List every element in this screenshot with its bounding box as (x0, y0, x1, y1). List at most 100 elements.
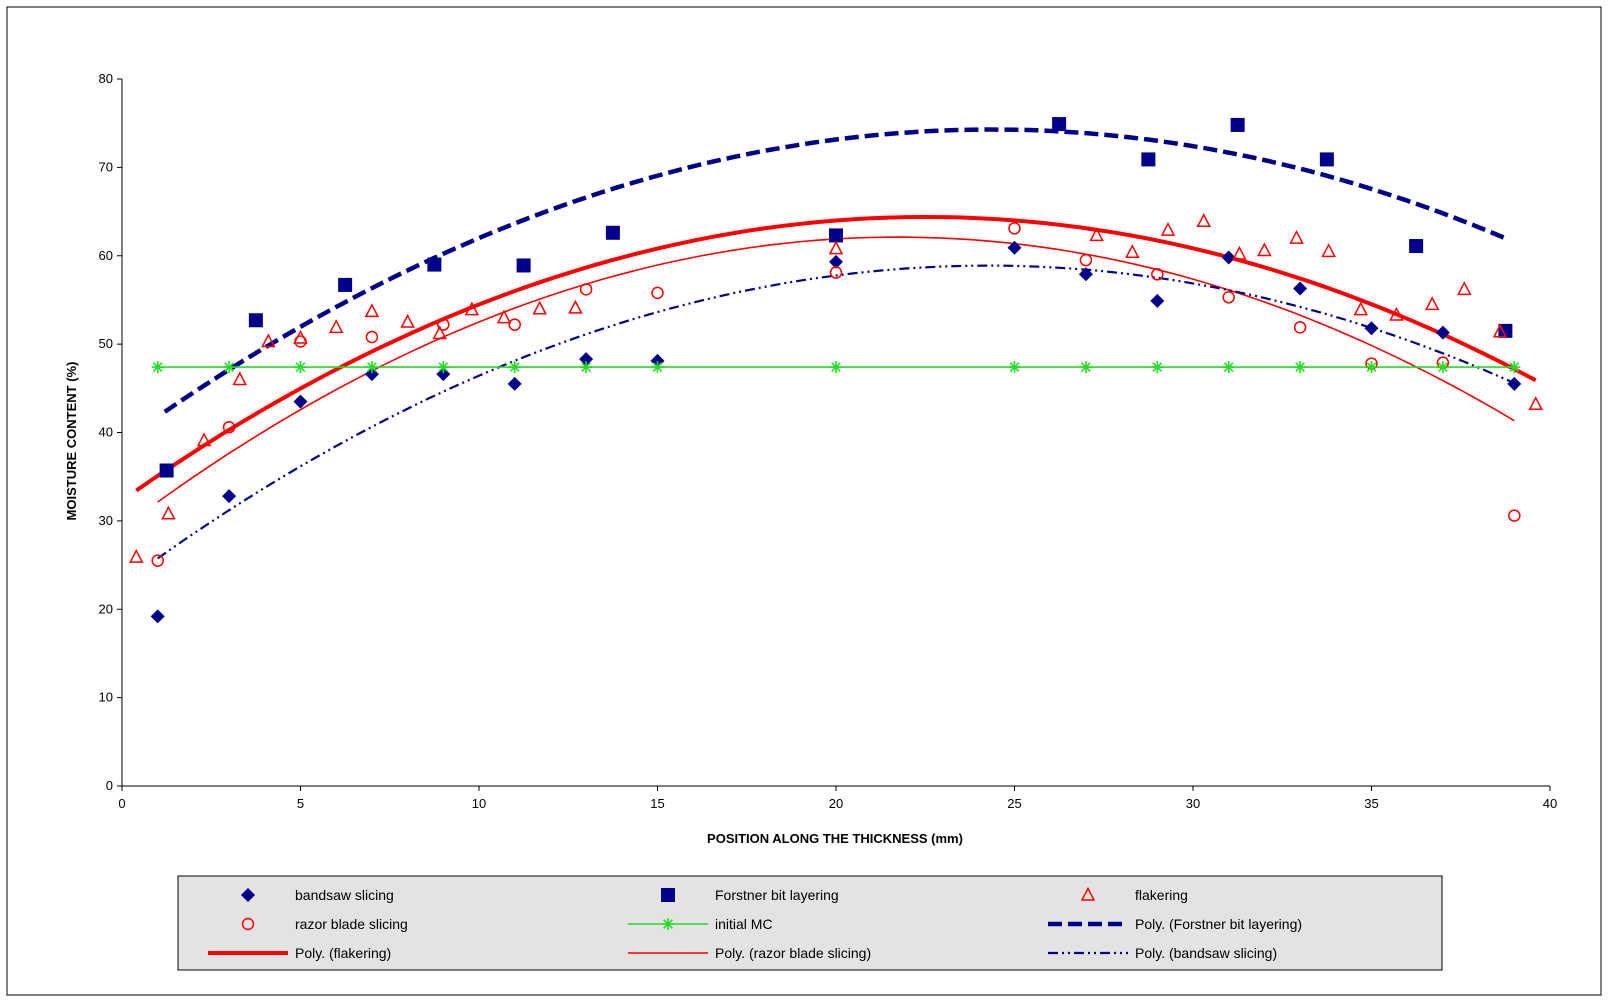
triangle-shape (364, 303, 380, 318)
y-tick-label: 0 (106, 778, 113, 793)
legend-marker (241, 888, 255, 902)
data-point (1508, 509, 1521, 522)
triangle-shape (129, 548, 144, 563)
data-point (437, 361, 450, 374)
legend-item: Poly. (flakering) (208, 945, 391, 961)
square-shape (1052, 117, 1067, 132)
x-axis-title: POSITION ALONG THE THICKNESS (mm) (707, 831, 963, 846)
y-tick-label: 70 (99, 159, 113, 174)
data-point (159, 463, 174, 478)
triangle-shape (1089, 227, 1104, 242)
data-point (580, 361, 593, 374)
triangle-shape (532, 300, 547, 315)
x-tick-label: 5 (297, 796, 304, 811)
data-point (1141, 152, 1156, 167)
data-point (223, 361, 236, 374)
asterisk-stroke (224, 362, 234, 372)
data-point (579, 283, 593, 296)
data-point (1321, 243, 1336, 258)
triangle-shape (1232, 245, 1247, 260)
data-point (1008, 222, 1021, 235)
data-point (605, 225, 620, 240)
data-point (1294, 361, 1307, 374)
data-point (829, 266, 843, 279)
data-point (1151, 361, 1164, 374)
y-tick-label: 20 (99, 601, 113, 616)
circle-shape (1222, 291, 1235, 304)
data-point (222, 489, 237, 504)
data-point (1435, 325, 1450, 340)
diamond-shape (1221, 250, 1236, 265)
square-shape (605, 225, 620, 240)
data-point (1007, 240, 1022, 255)
legend-item: Poly. (razor blade slicing) (628, 945, 871, 961)
data-point (1232, 245, 1247, 260)
asterisk-stroke (1366, 362, 1377, 372)
triangle-shape (1492, 323, 1508, 338)
square-shape (661, 888, 675, 902)
data-point (508, 361, 521, 374)
plot-background (122, 79, 1550, 786)
legend-item: flakering (1080, 886, 1188, 903)
legend-label: Poly. (razor blade slicing) (715, 945, 871, 961)
square-shape (248, 313, 263, 328)
legend-marker (661, 888, 675, 902)
circle-shape (365, 330, 379, 344)
data-point (1078, 267, 1093, 282)
asterisk-stroke (1438, 362, 1448, 372)
data-point (261, 333, 276, 348)
data-point (1079, 253, 1093, 267)
diamond-shape (1007, 240, 1022, 255)
data-point (161, 505, 176, 520)
y-tick-label: 60 (99, 248, 113, 263)
asterisk-stroke (652, 362, 663, 372)
legend-marker (1080, 886, 1096, 901)
data-point (1289, 229, 1304, 244)
triangle-shape (232, 371, 248, 386)
legend-label: Poly. (Forstner bit layering) (1135, 916, 1302, 932)
data-point (365, 361, 378, 374)
triangle-shape (1321, 243, 1336, 258)
data-point (1293, 281, 1308, 296)
circle-shape (222, 420, 236, 434)
square-shape (1141, 152, 1156, 167)
data-point (432, 325, 447, 340)
data-point (1319, 152, 1334, 167)
data-point (1389, 306, 1404, 321)
diamond-shape (241, 888, 255, 902)
circle-shape (294, 335, 307, 348)
triangle-shape (1528, 396, 1543, 410)
triangle-shape (496, 309, 512, 324)
data-point (1222, 361, 1235, 374)
data-point (1353, 301, 1369, 316)
data-point (507, 376, 522, 391)
asterisk-stroke (295, 362, 306, 372)
circle-shape (1008, 222, 1021, 235)
data-point (338, 277, 353, 292)
data-point (829, 228, 843, 243)
data-point (830, 361, 842, 374)
data-point (1196, 213, 1211, 228)
data-point (508, 318, 521, 331)
circle-shape (651, 286, 664, 300)
trendline (157, 264, 1515, 560)
legend-marker (241, 917, 255, 931)
circle-shape (1293, 321, 1307, 334)
triangle-shape (1353, 301, 1369, 316)
data-point (1508, 361, 1521, 374)
y-tick-label: 30 (99, 513, 113, 528)
circle-shape (829, 266, 843, 279)
triangle-shape (1289, 229, 1304, 244)
triangle-shape (328, 319, 344, 334)
data-point (568, 299, 583, 314)
data-point (294, 361, 307, 374)
data-point (828, 240, 844, 255)
diamond-shape (1507, 376, 1522, 391)
y-tick-label: 50 (99, 336, 113, 351)
triangle-shape (196, 432, 212, 447)
x-tick-label: 15 (650, 796, 664, 811)
asterisk-stroke (581, 362, 591, 372)
circle-shape (437, 318, 450, 331)
triangle-shape (1125, 244, 1140, 258)
data-point (222, 420, 236, 434)
